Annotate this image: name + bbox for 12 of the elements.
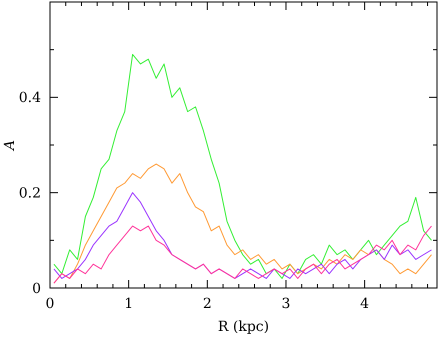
line-series bbox=[53, 54, 432, 279]
x-tick-label: 3 bbox=[282, 296, 290, 312]
line-series bbox=[53, 226, 432, 284]
y-tick-label: 0.2 bbox=[18, 186, 41, 202]
y-axis-title: A bbox=[2, 140, 18, 152]
x-axis-title: R (kpc) bbox=[218, 319, 270, 335]
x-tick-label: 1 bbox=[124, 296, 134, 312]
x-tick-label: 0 bbox=[46, 296, 54, 312]
x-tick-label: 2 bbox=[202, 296, 212, 312]
y-tick-label: 0 bbox=[32, 280, 41, 297]
y-tick-label: 0.4 bbox=[18, 90, 42, 106]
x-tick-label: 4 bbox=[360, 296, 370, 312]
